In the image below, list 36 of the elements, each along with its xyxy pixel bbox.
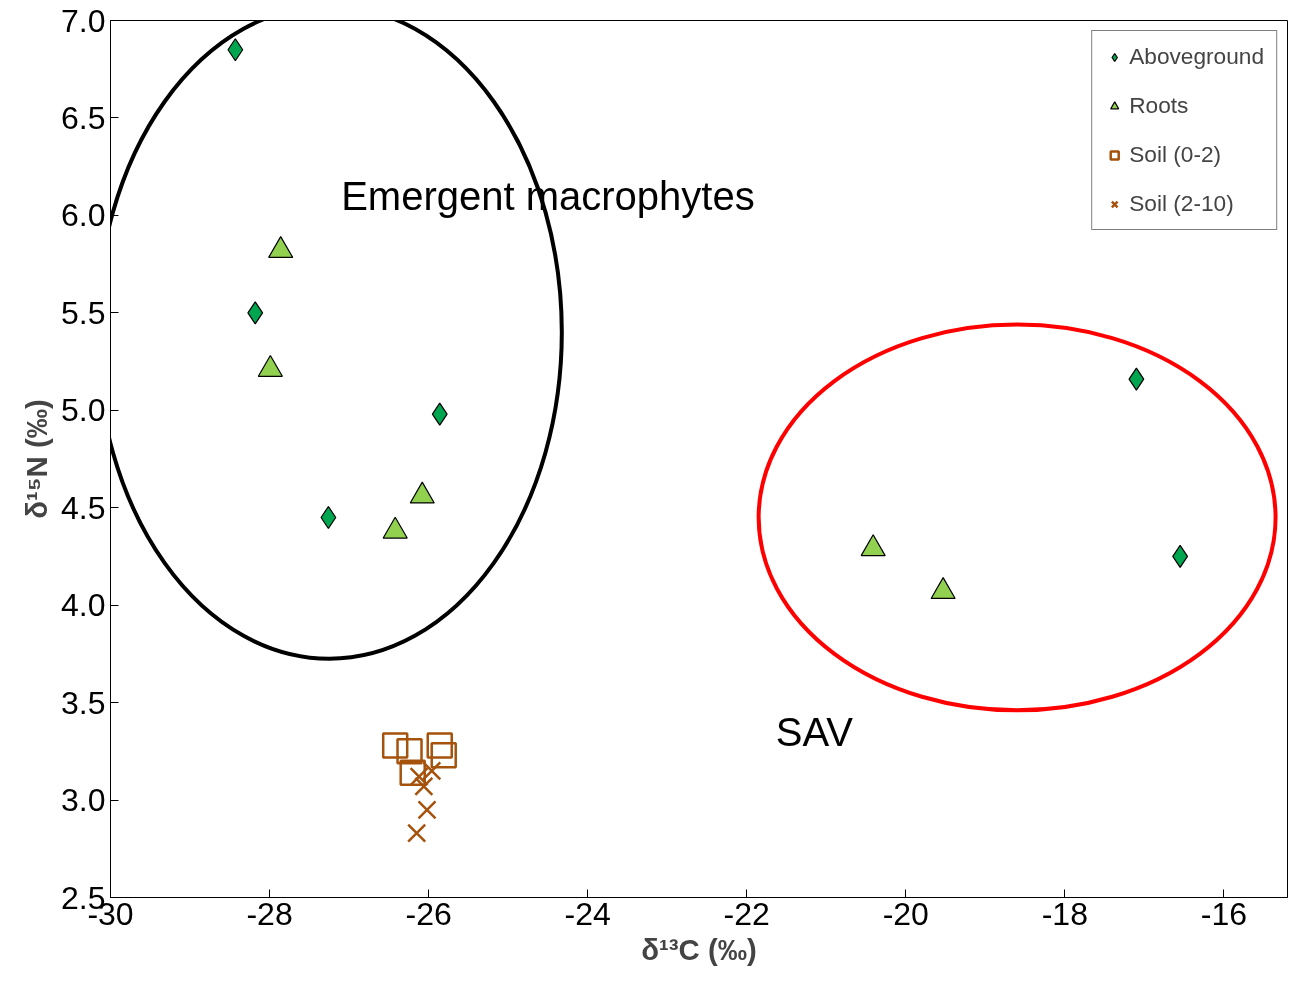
point (247, 301, 264, 325)
y-tick-label: 7.0 (61, 2, 106, 39)
legend-label: Soil (2-10) (1129, 190, 1234, 217)
y-tick-label: 6.5 (61, 99, 106, 136)
annotation: SAV (775, 709, 854, 754)
legend-label: Roots (1129, 92, 1189, 119)
x-tick-label: -28 (246, 895, 293, 932)
point (406, 823, 427, 843)
y-tick-label: 4.0 (61, 587, 106, 624)
point (417, 800, 437, 820)
x-tick-label: -18 (1041, 895, 1088, 932)
point (1128, 367, 1145, 391)
point (422, 761, 442, 781)
x-tick-label: -22 (723, 895, 770, 932)
x-axis-title: δ¹³C (‰) (641, 932, 757, 966)
point (381, 732, 409, 759)
y-tick-label: 6.0 (61, 197, 106, 234)
point (414, 776, 434, 797)
x-tick-label: -16 (1200, 895, 1247, 932)
point (426, 732, 453, 759)
point (430, 741, 457, 769)
point (396, 738, 423, 765)
legend-label: Soil (0-2) (1129, 141, 1222, 168)
point (227, 38, 244, 62)
y-tick-label: 5.0 (61, 392, 106, 429)
point (431, 402, 448, 426)
x-tick-label: -20 (882, 895, 929, 932)
x-tick-label: -24 (564, 895, 611, 932)
legend-label: Aboveground (1129, 43, 1264, 70)
y-tick-label: 3.0 (61, 782, 106, 819)
y-axis-title: δ¹⁵N (‰) (20, 399, 54, 519)
y-tick-label: 4.5 (61, 489, 106, 526)
y-tick-label: 3.5 (61, 684, 106, 721)
point (399, 759, 426, 787)
y-tick-label: 5.5 (61, 294, 106, 331)
x-tick-label: -26 (405, 895, 452, 932)
